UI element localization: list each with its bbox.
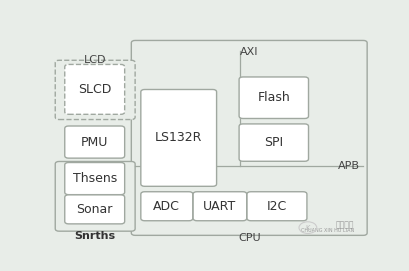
FancyBboxPatch shape (65, 195, 125, 224)
FancyBboxPatch shape (55, 162, 135, 231)
Text: SPI: SPI (264, 136, 283, 149)
Text: SLCD: SLCD (78, 83, 111, 96)
Text: I2C: I2C (267, 200, 287, 213)
Text: Thsens: Thsens (72, 172, 117, 185)
Text: Sonar: Sonar (76, 203, 113, 216)
Text: UART: UART (203, 200, 236, 213)
FancyBboxPatch shape (141, 192, 193, 221)
Text: CPU: CPU (238, 234, 261, 243)
FancyBboxPatch shape (239, 77, 308, 118)
FancyBboxPatch shape (65, 163, 125, 195)
Text: LS132R: LS132R (155, 131, 202, 144)
FancyBboxPatch shape (239, 124, 308, 161)
FancyBboxPatch shape (65, 64, 125, 114)
Text: AXI: AXI (240, 47, 258, 57)
Text: LCD: LCD (84, 55, 106, 65)
Text: APB: APB (338, 162, 360, 172)
Text: CHUANG XIN HU LIAN: CHUANG XIN HU LIAN (301, 228, 354, 233)
FancyBboxPatch shape (193, 192, 247, 221)
FancyBboxPatch shape (247, 192, 307, 221)
Text: 创新互联: 创新互联 (335, 220, 354, 229)
FancyBboxPatch shape (65, 126, 125, 158)
Text: Snrths: Snrths (74, 231, 116, 241)
FancyBboxPatch shape (55, 60, 135, 120)
Text: K: K (306, 225, 310, 231)
FancyBboxPatch shape (131, 40, 367, 235)
Text: PMU: PMU (81, 136, 108, 149)
Text: Flash: Flash (257, 91, 290, 104)
FancyBboxPatch shape (141, 89, 217, 186)
Text: ADC: ADC (153, 200, 180, 213)
